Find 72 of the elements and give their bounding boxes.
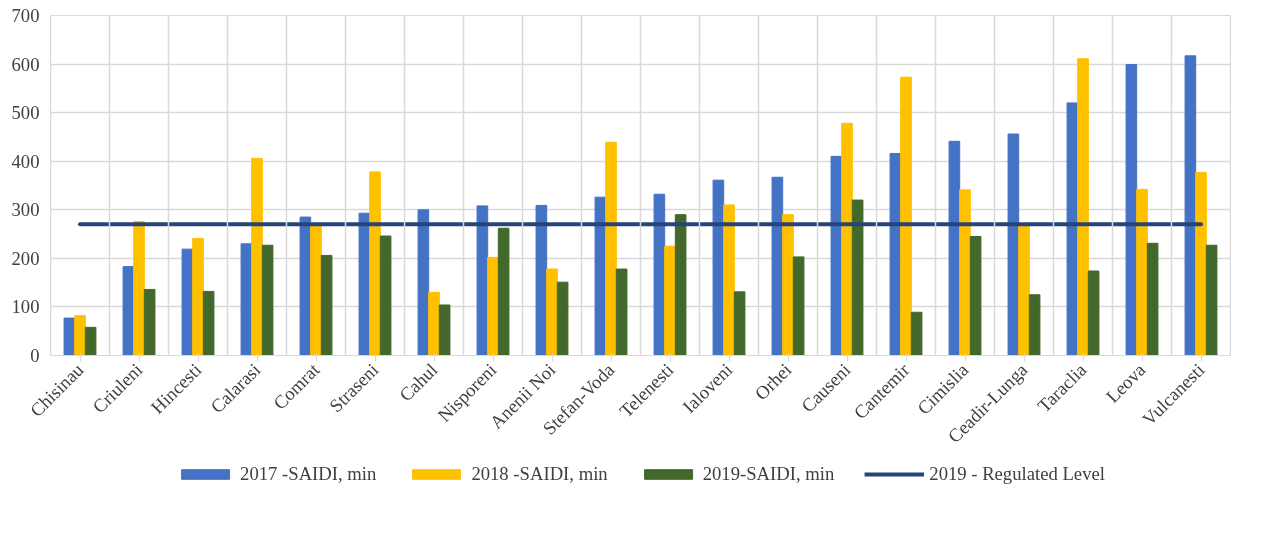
bar — [1066, 102, 1079, 356]
bar — [497, 227, 510, 356]
bar — [133, 220, 145, 356]
bar — [535, 204, 548, 356]
y-tick-label: 200 — [11, 247, 40, 269]
bar — [948, 140, 961, 356]
bar — [771, 176, 784, 356]
bar — [1018, 224, 1030, 356]
bar — [1007, 133, 1020, 356]
bar — [369, 171, 381, 356]
bar — [358, 212, 371, 356]
bar — [546, 268, 558, 356]
bar — [476, 205, 489, 356]
legend-label: 2019 - Regulated Level — [929, 463, 1105, 485]
y-tick-label: 0 — [30, 345, 40, 366]
bar — [594, 196, 607, 356]
bar — [310, 223, 322, 356]
legend-label: 2017 -SAIDI, min — [240, 463, 377, 485]
legend-label: 2018 -SAIDI, min — [471, 463, 608, 485]
y-tick-label: 700 — [11, 5, 40, 26]
bar — [1205, 244, 1218, 356]
bar — [1077, 58, 1089, 356]
legend-label: 2019-SAIDI, min — [702, 463, 835, 485]
bar — [299, 216, 312, 356]
bar — [615, 268, 628, 356]
bar — [841, 122, 853, 356]
bar — [733, 291, 746, 356]
bar — [1125, 64, 1138, 356]
bar — [1146, 242, 1159, 356]
bar — [674, 214, 687, 356]
bar — [192, 237, 204, 356]
bar — [181, 248, 194, 356]
bar — [782, 214, 794, 356]
bar — [261, 244, 274, 356]
y-tick-label: 600 — [11, 53, 40, 75]
bar — [712, 179, 725, 356]
bar — [1136, 188, 1148, 356]
bar — [63, 317, 76, 356]
bar — [487, 256, 499, 356]
bar — [664, 245, 676, 356]
bar — [792, 256, 805, 356]
y-tick-label: 100 — [11, 296, 40, 318]
bar — [1195, 171, 1207, 356]
bar — [1087, 270, 1100, 356]
bar — [830, 155, 843, 356]
bar — [969, 236, 982, 356]
bar — [202, 290, 215, 356]
bar — [251, 157, 263, 356]
bar — [889, 152, 902, 356]
bar — [84, 326, 97, 356]
bar — [851, 199, 864, 356]
bar — [428, 291, 440, 356]
bar — [900, 76, 912, 356]
bar — [653, 193, 666, 356]
bar — [122, 266, 135, 356]
bar — [379, 235, 392, 356]
bar — [556, 281, 569, 356]
bar — [143, 288, 156, 356]
bar — [723, 204, 735, 356]
bar — [605, 141, 617, 356]
bar — [417, 209, 430, 356]
bar — [240, 243, 253, 356]
bar — [1028, 294, 1041, 356]
bar — [438, 304, 451, 356]
bar — [959, 189, 971, 356]
bar — [910, 311, 923, 356]
y-tick-label: 300 — [11, 199, 40, 221]
bar — [320, 254, 333, 356]
y-tick-label: 400 — [11, 150, 40, 172]
bar — [1184, 55, 1197, 356]
y-tick-label: 500 — [11, 102, 40, 124]
bar — [74, 315, 86, 356]
